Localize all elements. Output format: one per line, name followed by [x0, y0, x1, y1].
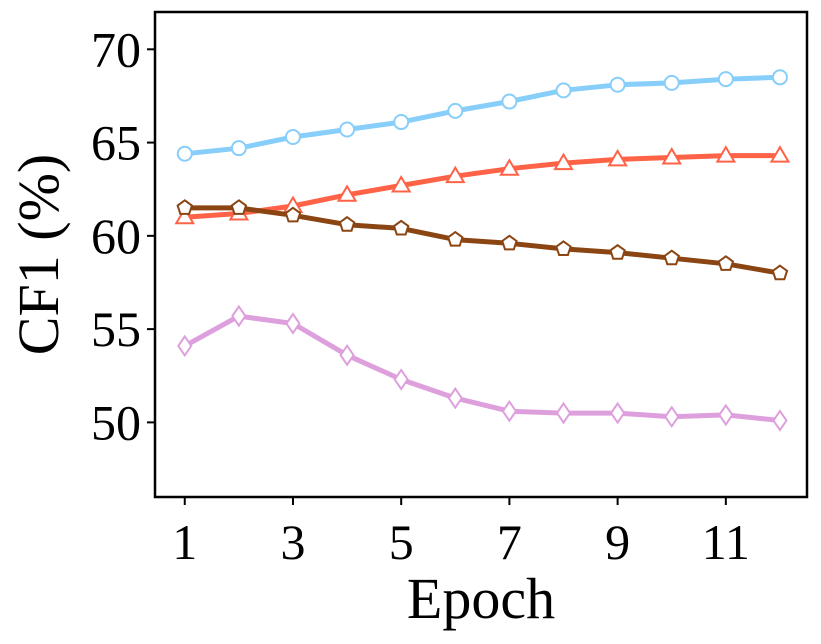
series-3-point-1 — [176, 199, 194, 215]
series-2 — [174, 145, 791, 225]
series-4-point-6 — [447, 386, 464, 410]
series-1 — [176, 69, 788, 162]
series-3-point-9 — [609, 243, 626, 260]
y-tick-label-70: 70 — [91, 21, 141, 77]
series-1-point-6 — [447, 102, 464, 119]
series-4-point-5 — [393, 368, 409, 391]
series-1-point-5 — [393, 114, 410, 131]
series-1-point-12 — [771, 69, 788, 86]
y-axis-label: CF1 (%) — [6, 154, 71, 355]
series-4-point-9 — [609, 401, 626, 425]
series-2-point-10 — [661, 147, 682, 165]
series-1-point-4 — [339, 121, 356, 138]
x-tick-label-11: 11 — [702, 514, 750, 570]
series-layer — [174, 69, 791, 432]
series-3 — [176, 199, 789, 281]
series-4-point-8 — [555, 401, 572, 425]
series-3-point-11 — [717, 255, 735, 271]
series-1-point-2 — [230, 140, 247, 157]
series-2-point-4 — [336, 184, 358, 202]
series-1-point-7 — [501, 93, 518, 110]
series-2-point-5 — [390, 175, 412, 193]
series-4-point-10 — [664, 405, 680, 429]
series-4-point-4 — [339, 343, 355, 367]
series-2-point-11 — [715, 145, 737, 163]
series-3-point-4 — [338, 215, 356, 232]
y-tick-label-65: 65 — [91, 115, 141, 171]
series-2-line — [182, 153, 783, 220]
series-3-point-6 — [446, 230, 464, 247]
series-3-line — [182, 205, 783, 276]
series-2-point-1 — [174, 206, 196, 225]
axes-layer: 1 3 5 7 9 11 50 55 60 65 70 — [91, 21, 750, 570]
series-3-point-2 — [230, 199, 248, 215]
series-1-line — [182, 74, 783, 157]
series-1-point-10 — [663, 74, 680, 91]
series-4-point-12 — [772, 409, 788, 432]
series-4 — [177, 304, 788, 432]
series-1-point-11 — [717, 71, 734, 88]
series-2-point-9 — [607, 148, 628, 167]
series-3-point-12 — [771, 264, 789, 281]
series-3-point-5 — [392, 219, 410, 236]
series-1-point-9 — [609, 76, 626, 93]
x-tick-label-9: 9 — [605, 514, 630, 570]
series-3-point-3 — [284, 206, 302, 223]
series-4-point-2 — [231, 304, 247, 328]
x-tick-label-5: 5 — [389, 514, 414, 570]
series-4-point-11 — [718, 403, 734, 427]
series-4-point-1 — [177, 334, 193, 358]
x-tick-label-3: 3 — [280, 514, 305, 570]
series-2-point-6 — [445, 165, 466, 184]
series-4-line — [182, 313, 783, 423]
series-1-point-1 — [176, 145, 193, 162]
series-3-point-10 — [663, 249, 681, 266]
series-2-point-12 — [769, 145, 791, 163]
series-3-point-7 — [501, 234, 518, 251]
x-tick-label-1: 1 — [172, 514, 197, 570]
x-tick-label-7: 7 — [497, 514, 522, 570]
series-1-point-8 — [555, 82, 572, 99]
series-2-point-7 — [499, 158, 520, 176]
plot-frame — [153, 10, 809, 499]
y-tick-label-50: 50 — [91, 394, 141, 450]
series-3-point-8 — [555, 240, 572, 256]
series-4-point-7 — [501, 399, 518, 423]
x-axis-label: Epoch — [407, 566, 555, 631]
y-tick-label-60: 60 — [91, 208, 141, 264]
series-4-point-3 — [285, 312, 301, 335]
series-1-point-3 — [284, 128, 301, 145]
series-2-point-8 — [553, 152, 574, 171]
y-tick-label-55: 55 — [91, 301, 141, 357]
